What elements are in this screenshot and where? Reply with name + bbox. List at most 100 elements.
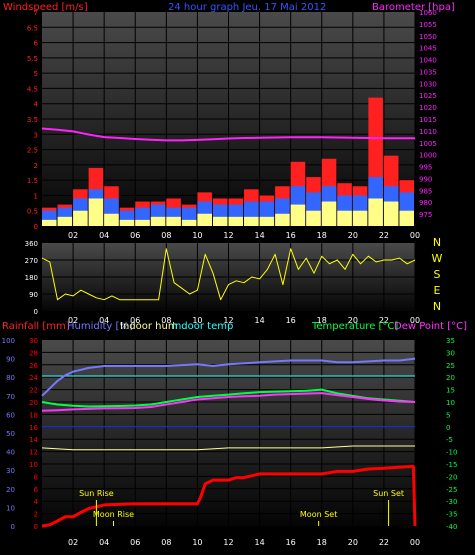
x-tick-label: 10 xyxy=(192,316,202,325)
average-wind-bar xyxy=(119,219,135,226)
windspeed-tick-label: 4 xyxy=(34,101,39,109)
average-wind-bar xyxy=(244,216,259,226)
rainfall-tick-label: 12 xyxy=(29,449,38,457)
windspeed-tick-label: 7 xyxy=(34,9,38,17)
average-wind-bar xyxy=(259,216,275,226)
x-tick-label: 02 xyxy=(68,538,78,547)
x-tick-label: 06 xyxy=(130,538,140,547)
rainfall-tick-label: 28 xyxy=(29,349,38,357)
temperature-tick-label: 15 xyxy=(446,387,455,395)
temperature-tick-label: -40 xyxy=(446,523,457,531)
compass-label: S xyxy=(434,268,441,281)
average-wind-bar xyxy=(352,210,368,226)
x-tick-label: 18 xyxy=(317,316,327,325)
temperature-tick-label: 20 xyxy=(446,374,455,382)
x-tick-label: 14 xyxy=(254,538,264,547)
x-tick-label: 16 xyxy=(286,316,296,325)
temperature-line xyxy=(41,388,416,408)
legend-humidity: Humidity [%] xyxy=(67,321,133,332)
barometer-tick-label: 1030 xyxy=(419,80,437,88)
x-tick-label: 10 xyxy=(192,231,202,240)
x-tick-label: 08 xyxy=(161,538,171,547)
direction-axis-ticks: 0 90 180 270 360 xyxy=(25,240,38,316)
barometer-tick-label: 1040 xyxy=(419,57,437,65)
sun-rise-label: Sun Rise xyxy=(79,489,114,498)
x-tick-label: 12 xyxy=(223,231,233,240)
average-wind-bar xyxy=(150,216,166,226)
humidity-tick-label: 50 xyxy=(6,430,15,438)
dew-point-line xyxy=(41,392,416,412)
x-tick-label: 22 xyxy=(379,538,389,547)
rainfall-tick-label: 22 xyxy=(29,387,38,395)
rainfall-tick-label: 2 xyxy=(34,511,38,519)
legend-indoor-temp: Indoor temp xyxy=(172,321,233,332)
barometer-line xyxy=(41,127,415,142)
average-wind-bar xyxy=(337,210,352,226)
legend-temperature: Temperature [°C] xyxy=(311,321,398,332)
rainfall-tick-label: 30 xyxy=(29,337,38,345)
x-tick-label: 04 xyxy=(99,231,109,240)
temperature-tick-label: 0 xyxy=(446,424,450,432)
windspeed-tick-label: 1.5 xyxy=(27,177,38,185)
average-wind-bar xyxy=(57,216,73,226)
windspeed-tick-label: 2 xyxy=(34,162,38,170)
barometer-tick-label: 1050 xyxy=(419,33,437,41)
rainfall-tick-label: 26 xyxy=(29,362,38,370)
rainfall-tick-label: 10 xyxy=(29,461,38,469)
x-tick-label: 02 xyxy=(68,316,78,325)
humidity-tick-label: 80 xyxy=(6,374,15,382)
x-tick-label: 02 xyxy=(68,231,78,240)
direction-tick-label: 360 xyxy=(25,240,38,248)
x-tick-label: 08 xyxy=(161,231,171,240)
average-wind-bar xyxy=(42,219,57,226)
x-tick-label: 14 xyxy=(254,231,264,240)
x-tick-label: 04 xyxy=(99,316,109,325)
temperature-tick-label: 30 xyxy=(446,349,455,357)
rainfall-tick-label: 14 xyxy=(29,436,38,444)
humidity-tick-label: 60 xyxy=(6,411,15,419)
windspeed-series xyxy=(42,97,414,226)
legend-indoor-hum: Indoor hum xyxy=(120,321,178,332)
compass-label: N xyxy=(433,300,441,313)
average-wind-bar xyxy=(104,213,119,226)
windspeed-tick-label: 3 xyxy=(34,131,38,139)
humidity-tick-label: 100 xyxy=(2,337,15,345)
x-tick-label: 04 xyxy=(99,538,109,547)
chart-title: 24 hour graph Jeu. 17 Mai 2012 xyxy=(168,2,326,13)
x-tick-label: 20 xyxy=(348,316,358,325)
temperature-tick-label: -5 xyxy=(446,436,453,444)
barometer-tick-label: 1055 xyxy=(419,21,437,29)
x-tick-label: 18 xyxy=(317,538,327,547)
x-tick-label: 10 xyxy=(192,538,202,547)
average-wind-bar xyxy=(181,219,197,226)
wind-panel-x-ticks: 02 04 06 08 10 12 14 16 18 20 22 00 xyxy=(68,231,420,240)
compass-label: E xyxy=(434,284,441,297)
wind-direction-line xyxy=(41,248,416,301)
moon-set-label: Moon Set xyxy=(300,510,337,519)
compass-label: N xyxy=(433,236,441,249)
humidity-axis-ticks: 0 10 20 30 40 50 60 70 80 90 100 xyxy=(2,337,15,531)
barometer-tick-label: 1015 xyxy=(419,116,437,124)
x-tick-label: 22 xyxy=(379,231,389,240)
barometer-tick-label: 1045 xyxy=(419,45,437,53)
average-wind-bar xyxy=(135,219,150,226)
barometer-tick-label: 975 xyxy=(419,211,432,219)
x-tick-label: 12 xyxy=(223,538,233,547)
windspeed-tick-label: 6.5 xyxy=(27,24,38,32)
humidity-tick-label: 0 xyxy=(11,523,15,531)
direction-tick-label: 270 xyxy=(25,257,38,265)
average-wind-bar xyxy=(197,213,212,226)
temp-panel-x-ticks: 02 04 06 08 10 12 14 16 18 20 22 00 xyxy=(68,538,420,547)
rainfall-tick-label: 4 xyxy=(34,498,39,506)
legend-rainfall: Rainfall [mm] xyxy=(2,321,70,332)
barometer-tick-label: 980 xyxy=(419,199,432,207)
barometer-tick-label: 1060 xyxy=(419,9,437,17)
barometer-tick-label: 1010 xyxy=(419,128,437,136)
rainfall-tick-label: 0 xyxy=(34,523,38,531)
windspeed-tick-label: 6 xyxy=(34,40,39,48)
humidity-tick-label: 30 xyxy=(6,467,15,475)
humidity-tick-label: 40 xyxy=(6,449,15,457)
average-wind-bar xyxy=(73,210,88,226)
